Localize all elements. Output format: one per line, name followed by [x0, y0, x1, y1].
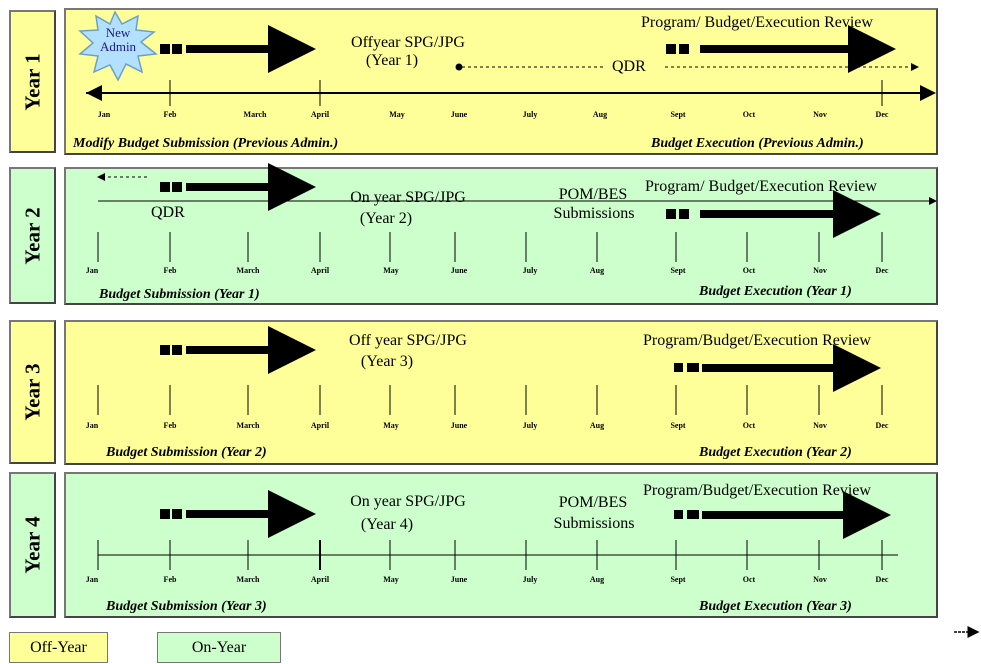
month-label: Dec	[875, 421, 889, 430]
year-2-pom-line1: POM/BES	[558, 186, 628, 203]
month-label: Sept	[670, 266, 686, 275]
year-3-bottom-right: Budget Execution (Year 2)	[699, 445, 852, 460]
month-label: July	[522, 575, 538, 584]
month-label: Oct	[742, 110, 756, 119]
year-2-center-line2: (Year 2)	[359, 210, 413, 227]
month-label: Jan	[85, 266, 99, 275]
month-label: Sept	[670, 421, 686, 430]
month-label: June	[450, 421, 468, 430]
month-label: April	[310, 575, 330, 584]
year-2-graphics	[97, 163, 937, 262]
month-label: Oct	[742, 266, 756, 275]
month-label: June	[450, 266, 468, 275]
month-label: March	[236, 421, 260, 430]
year-2-qdr: QDR	[151, 204, 185, 221]
year-label-1: Year 1	[9, 10, 56, 153]
year-3-center-line2: (Year 3)	[360, 353, 414, 370]
month-label: Dec	[875, 110, 889, 119]
month-label: June	[450, 110, 468, 119]
year-1-center-line1: Offyear SPG/JPG	[351, 34, 465, 51]
month-label: Feb	[163, 266, 177, 275]
year-2-center-line1: On year SPG/JPG	[350, 189, 466, 206]
month-label: Nov	[813, 266, 827, 275]
new-admin-badge-text: New Admin	[99, 25, 137, 54]
month-label: Nov	[813, 110, 827, 119]
year-3-review-title: Program/Budget/Execution Review	[643, 332, 871, 349]
year-1-qdr: QDR	[612, 58, 646, 75]
month-label: June	[450, 575, 468, 584]
year-label-2: Year 2	[9, 167, 56, 304]
year-4-bottom-right: Budget Execution (Year 3)	[699, 599, 852, 614]
year-3-center-line1: Off year SPG/JPG	[349, 332, 467, 349]
year-4-center-line1: On year SPG/JPG	[350, 493, 466, 510]
month-label: Feb	[163, 110, 177, 119]
year-2-bottom-left: Budget Submission (Year 1)	[99, 287, 260, 302]
month-label: July	[522, 110, 538, 119]
year-1-band	[64, 8, 938, 155]
month-label: March	[236, 266, 260, 275]
new-admin-badge	[78, 10, 158, 82]
month-label: Jan	[97, 110, 111, 119]
month-label: July	[522, 421, 538, 430]
month-label: Nov	[813, 421, 827, 430]
month-label: Feb	[163, 421, 177, 430]
year-1-review-title: Program/ Budget/Execution Review	[641, 14, 873, 31]
month-label: Dec	[875, 266, 889, 275]
month-label: Aug	[589, 575, 605, 584]
year-1-graphics	[78, 10, 936, 106]
year-4-pom-line1: POM/BES	[558, 494, 628, 511]
month-label: Jan	[85, 421, 99, 430]
month-label: May	[383, 421, 399, 430]
year-label-4: Year 4	[9, 472, 56, 618]
year-3-graphics	[97, 326, 883, 415]
month-label: April	[310, 110, 330, 119]
month-label: Aug	[592, 110, 608, 119]
month-label: Jan	[85, 575, 99, 584]
year-4-bottom-left: Budget Submission (Year 3)	[106, 599, 267, 614]
month-label: May	[389, 110, 405, 119]
month-label: March	[243, 110, 267, 119]
month-label: Sept	[670, 110, 686, 119]
year-4-pom-line2: Submissions	[553, 515, 635, 532]
year-4-center-line2: (Year 4)	[360, 516, 414, 533]
month-label: Aug	[589, 266, 605, 275]
year-3-band	[64, 320, 938, 465]
month-label: April	[310, 266, 330, 275]
year-1-center-line2: (Year 1)	[365, 52, 419, 69]
year-2-review-title: Program/ Budget/Execution Review	[645, 178, 877, 195]
year-4-band	[64, 472, 938, 618]
year-3-bottom-left: Budget Submission (Year 2)	[106, 445, 267, 460]
month-label: May	[383, 266, 399, 275]
year-2-bottom-right: Budget Execution (Year 1)	[699, 284, 852, 299]
legend-on-year: On-Year	[157, 632, 281, 663]
legend-off-year: Off-Year	[9, 632, 108, 663]
year-4-graphics	[97, 490, 898, 570]
month-label: Sept	[670, 575, 686, 584]
year-1-bottom-left: Modify Budget Submission (Previous Admin…	[73, 136, 339, 151]
year-4-review-title: Program/Budget/Execution Review	[643, 482, 871, 499]
month-label: Aug	[589, 421, 605, 430]
month-label: Oct	[742, 575, 756, 584]
month-label: Oct	[742, 421, 756, 430]
month-label: Nov	[813, 575, 827, 584]
year-2-pom-line2: Submissions	[553, 205, 635, 222]
year-label-3: Year 3	[9, 320, 56, 464]
month-label: April	[310, 421, 330, 430]
year-1-bottom-right: Budget Execution (Previous Admin.)	[651, 136, 864, 151]
month-label: March	[236, 575, 260, 584]
month-label: May	[383, 575, 399, 584]
month-label: Dec	[875, 575, 889, 584]
month-label: Feb	[163, 575, 177, 584]
month-label: July	[522, 266, 538, 275]
